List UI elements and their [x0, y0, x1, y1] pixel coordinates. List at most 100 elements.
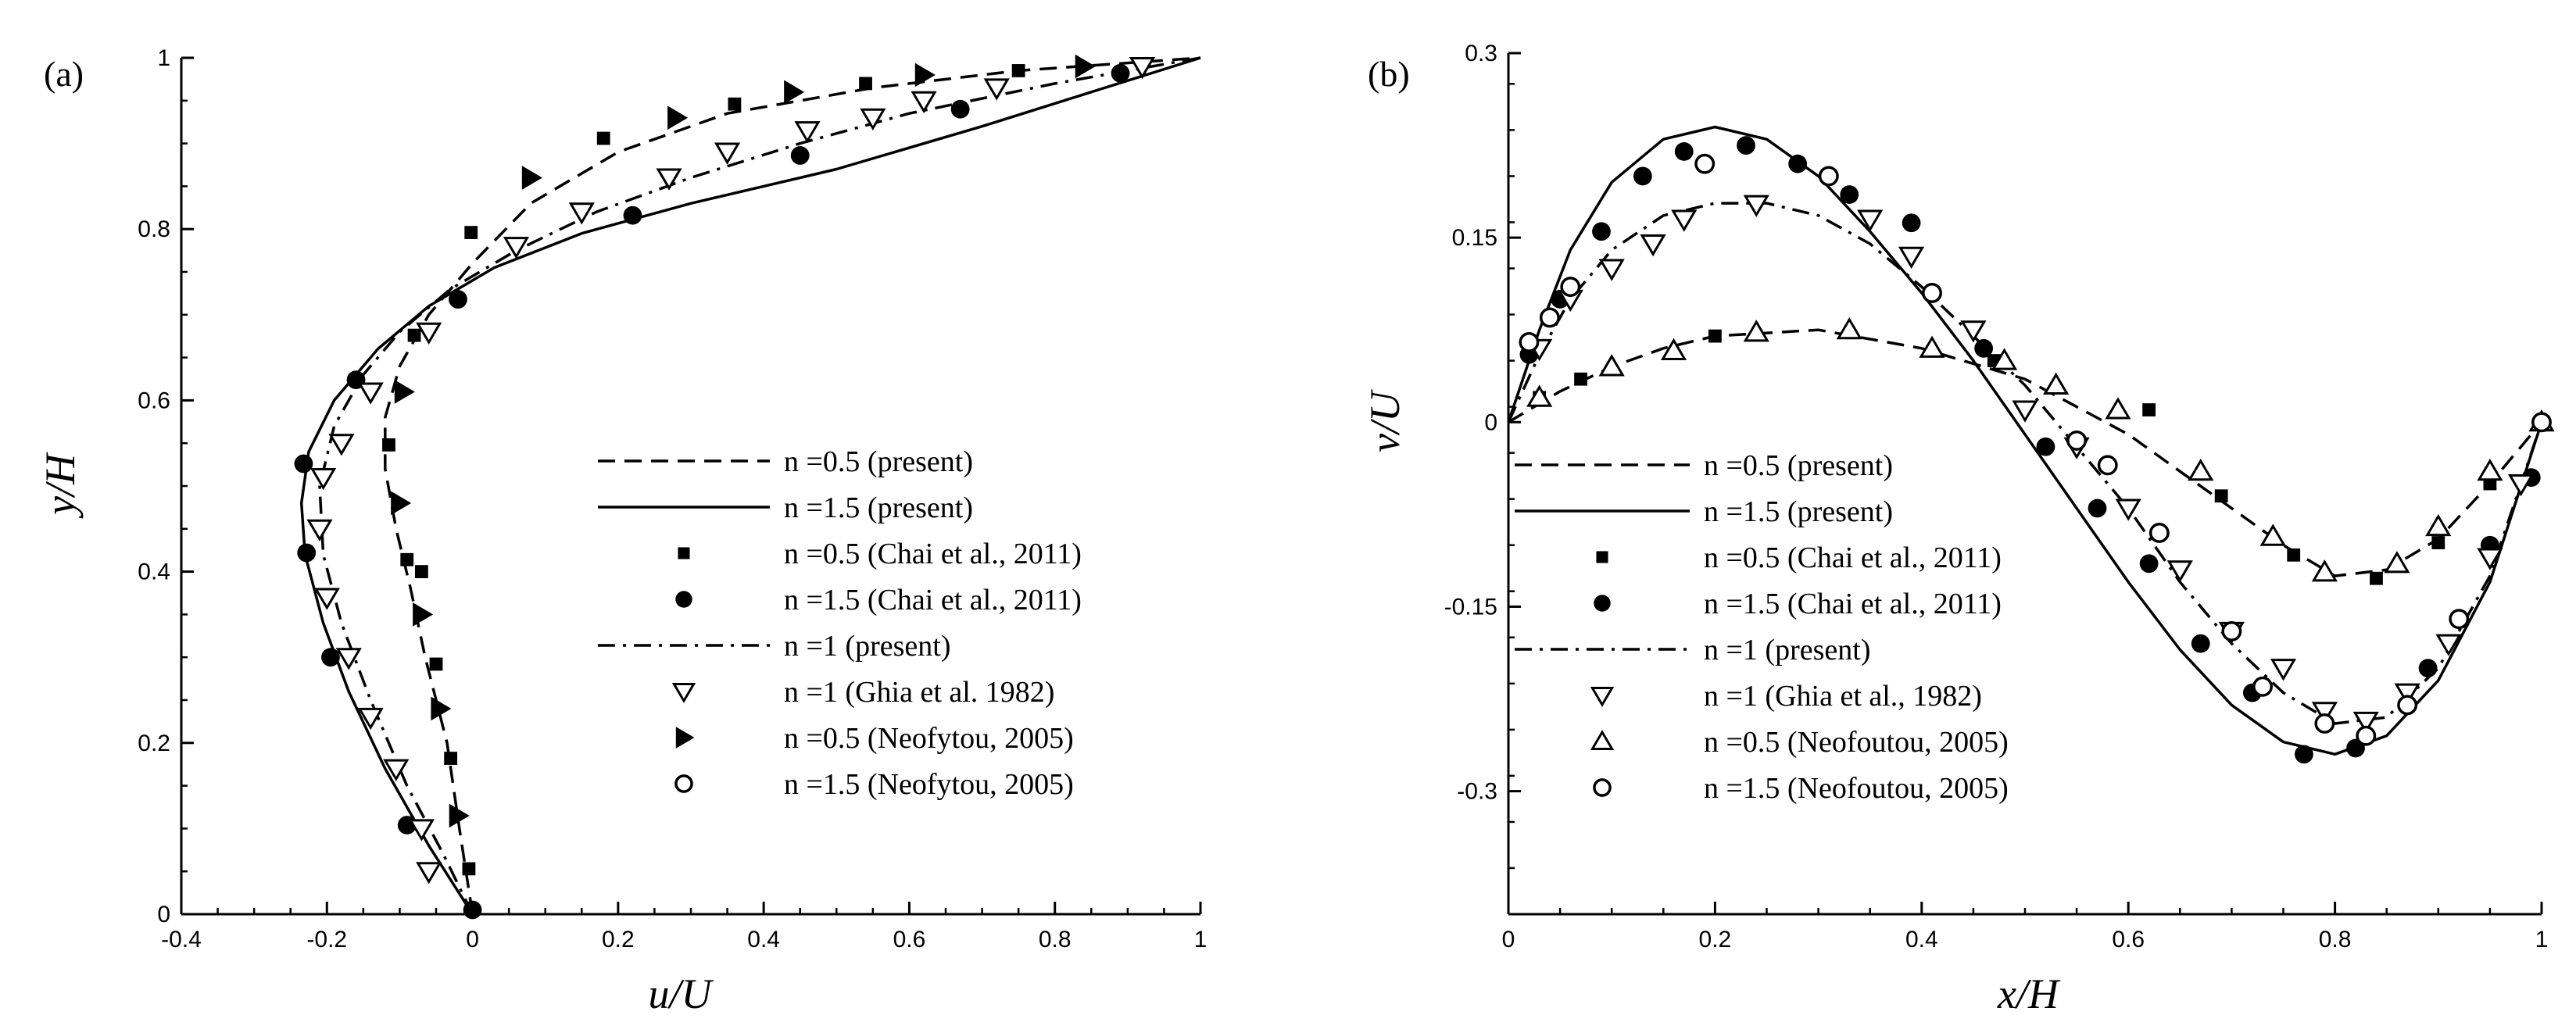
legend-label-0: n =0.5 (present)	[1704, 449, 1893, 482]
x-tick-label: 0.4	[747, 927, 780, 952]
x-tick-label: 0.4	[1905, 927, 1938, 952]
data-marker-4	[2088, 498, 2107, 518]
data-marker-4	[2295, 745, 2313, 764]
legend-marker-6	[675, 727, 695, 749]
data-marker-4	[1111, 63, 1130, 83]
data-marker-5	[306, 519, 333, 542]
data-marker-6	[1919, 335, 1945, 358]
x-tick-label: 0.6	[2112, 927, 2145, 952]
data-marker-5	[328, 434, 355, 456]
data-marker-4	[2036, 437, 2055, 456]
data-marker-4	[1674, 142, 1694, 161]
data-marker-6	[2188, 458, 2214, 481]
data-marker-7	[2148, 523, 2170, 543]
data-marker-7	[1539, 307, 1560, 328]
data-marker-3	[414, 565, 428, 578]
data-marker-6	[1991, 348, 2018, 370]
data-marker-7	[1922, 283, 1942, 303]
y-tick-label: 0.15	[1452, 225, 1497, 251]
data-marker-4	[297, 543, 317, 563]
x-tick-label: 0.6	[893, 927, 926, 952]
legend-label-7: n =1.5 (Neofoutou, 2005)	[1704, 772, 2009, 805]
data-marker-7	[2531, 412, 2552, 433]
data-marker-5	[357, 382, 384, 405]
data-marker-7	[2221, 620, 2242, 641]
data-marker-5	[860, 108, 886, 130]
data-marker-6	[2425, 513, 2452, 537]
panel-a-markers	[294, 54, 1156, 920]
legend-label-3: n =0.5 (Chai et al., 2011)	[1704, 541, 2002, 574]
legend-marker-4	[675, 591, 692, 608]
data-marker-5	[714, 142, 741, 165]
data-marker-7	[1560, 277, 1581, 298]
data-marker-7	[2066, 430, 2088, 451]
y-tick-label: 1	[157, 45, 170, 71]
data-marker-4	[1788, 154, 1808, 173]
y-tick-label: 0.4	[138, 559, 170, 585]
x-tick-label: 0.2	[602, 927, 635, 952]
data-marker-6	[784, 80, 805, 105]
data-marker-3	[2287, 548, 2301, 562]
data-marker-5	[416, 862, 442, 884]
data-marker-5	[383, 759, 410, 781]
data-marker-3	[596, 131, 610, 145]
data-marker-4	[463, 900, 482, 920]
data-marker-4	[1592, 222, 1611, 241]
data-marker-7	[2397, 695, 2418, 716]
data-marker-3	[429, 657, 443, 671]
data-marker-5	[2166, 560, 2193, 583]
data-marker-5	[1898, 246, 1925, 270]
data-marker-6	[2259, 524, 2286, 546]
data-marker-3	[2370, 571, 2383, 585]
data-marker-5	[313, 588, 340, 610]
data-marker-5	[1960, 320, 1987, 343]
data-marker-6	[2105, 397, 2131, 420]
legend-label-6: n =0.5 (Neofytou, 2005)	[784, 722, 1074, 755]
panel-b-label: (b)	[1368, 54, 1410, 94]
panel-b-ylabel: v/U	[1361, 389, 1408, 452]
data-marker-5	[2477, 548, 2503, 570]
data-marker-6	[1598, 354, 1625, 377]
panel-a-legend: n =0.5 (present) n =1.5 (present) n =0.5 (…	[598, 445, 1082, 801]
legend-marker-6	[1590, 730, 1615, 750]
data-marker-4	[2191, 634, 2210, 653]
data-marker-5	[2311, 702, 2338, 724]
data-marker-6	[2477, 458, 2503, 481]
data-marker-5	[2352, 711, 2379, 734]
data-marker-5	[1129, 56, 1156, 80]
data-marker-6	[449, 803, 470, 828]
data-marker-6	[2311, 559, 2338, 582]
x-tick-label: -0.2	[306, 927, 347, 952]
legend-marker-3	[1596, 551, 1608, 563]
x-tick-label: 0.8	[1039, 927, 1072, 952]
legend-marker-5	[671, 683, 696, 703]
data-marker-3	[444, 752, 458, 765]
data-marker-6	[391, 491, 412, 516]
panel-a-ylabel: y/H	[37, 452, 84, 519]
data-marker-4	[294, 454, 313, 473]
data-marker-7	[2252, 676, 2274, 697]
data-marker-5	[656, 168, 682, 191]
data-marker-6	[521, 166, 542, 190]
data-marker-5	[2115, 498, 2141, 521]
legend-label-3: n =0.5 (Chai et al., 2011)	[784, 538, 1082, 570]
data-marker-6	[667, 105, 689, 130]
data-marker-5	[2507, 474, 2535, 497]
legend-label-2: n =1 (present)	[1704, 634, 1870, 666]
data-marker-5	[310, 468, 337, 491]
x-tick-label: 0.2	[1699, 927, 1732, 952]
y-tick-label: 0.6	[138, 388, 170, 413]
data-marker-5	[357, 707, 384, 731]
data-marker-5	[1857, 209, 1884, 232]
data-marker-4	[449, 290, 467, 309]
data-marker-4	[950, 99, 970, 119]
y-tick-label: 0.3	[1465, 41, 1497, 66]
data-marker-5	[1743, 195, 1769, 217]
data-marker-4	[1902, 213, 1921, 233]
x-tick-label: 0	[1502, 927, 1515, 952]
legend-marker-5	[1590, 687, 1615, 707]
panel-b-axes: 0 0.2 0.4 0.6 0.8 1 -0.3 -0.15 0 0.15 0.3	[1444, 41, 2549, 952]
data-marker-7	[2356, 725, 2377, 746]
data-marker-5	[416, 322, 442, 345]
